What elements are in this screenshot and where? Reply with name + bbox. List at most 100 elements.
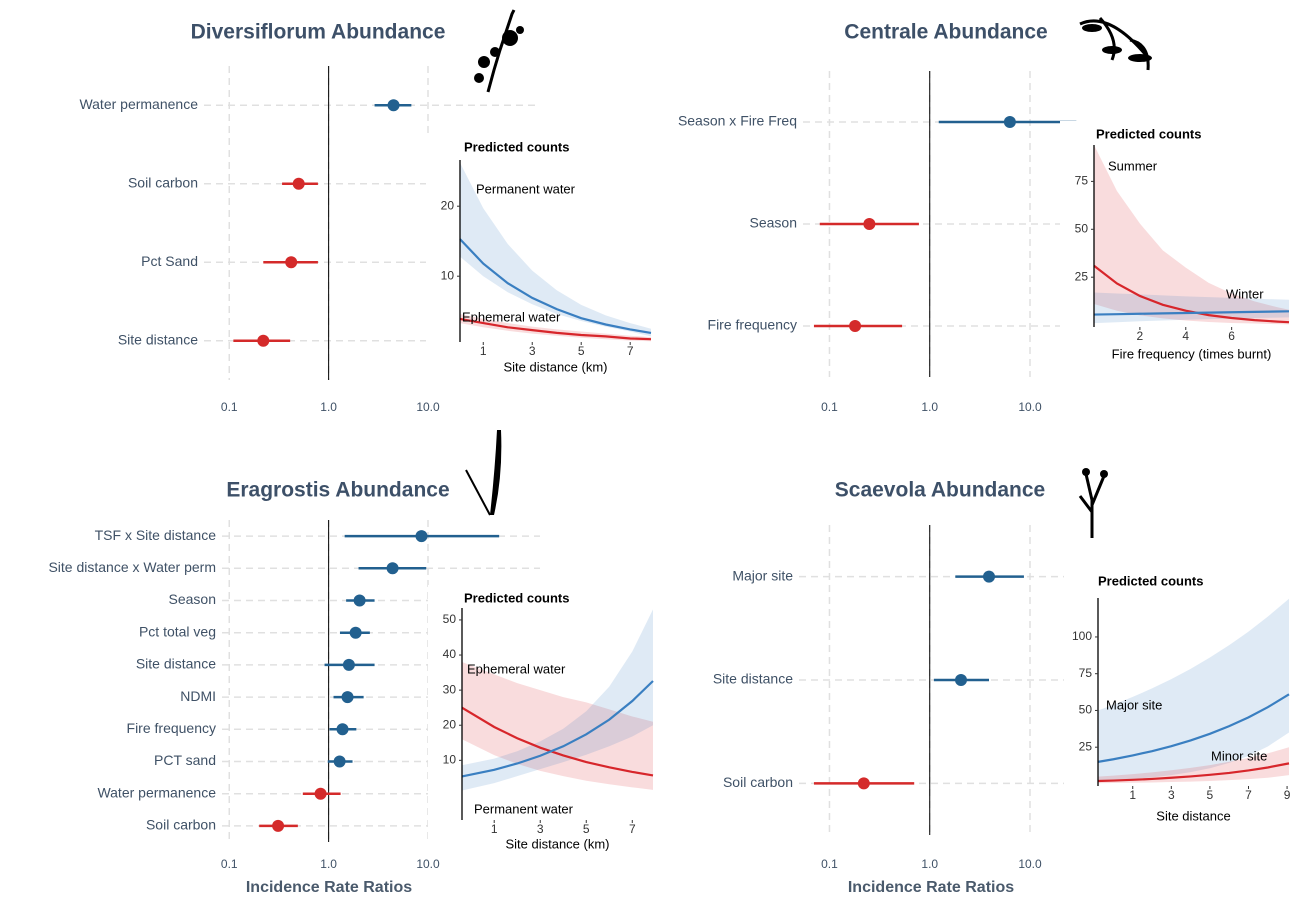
estimate-point	[858, 777, 870, 789]
y-tick-label: 75	[1075, 174, 1089, 188]
y-category-label: Fire frequency	[708, 317, 797, 333]
x-tick-label: 10.0	[1018, 857, 1042, 871]
estimate-point	[863, 218, 875, 230]
x-tick-label: 10.0	[1018, 400, 1042, 414]
y-category-label: Soil carbon	[146, 817, 216, 833]
estimate-point	[343, 659, 355, 671]
estimate-point	[387, 562, 399, 574]
x-tick-label: 0.1	[221, 400, 238, 414]
x-tick-label: 5	[578, 344, 585, 358]
estimate-point	[849, 320, 861, 332]
inset-x-label: Fire frequency (times burnt)	[1112, 346, 1272, 361]
x-tick-label: 7	[629, 822, 636, 836]
x-tick-label: 0.1	[821, 400, 838, 414]
estimate-point	[257, 335, 269, 347]
series-label: Winter	[1226, 286, 1264, 301]
y-category-label: Soil carbon	[128, 174, 198, 190]
series-label: Ephemeral water	[462, 309, 561, 324]
estimate-point	[337, 723, 349, 735]
estimate-point	[350, 627, 362, 639]
y-category-label: Soil carbon	[723, 774, 793, 790]
x-tick-label: 10.0	[416, 400, 440, 414]
estimate-point	[1004, 116, 1016, 128]
y-category-label: PCT sand	[154, 752, 216, 768]
y-tick-label: 40	[443, 647, 457, 661]
x-tick-label: 3	[537, 822, 544, 836]
series-label: Major site	[1106, 697, 1162, 712]
y-tick-label: 50	[1075, 221, 1089, 235]
series-label: Minor site	[1211, 748, 1267, 763]
x-tick-label: 4	[1182, 329, 1189, 343]
panel-title: Scaevola Abundance	[835, 479, 1045, 502]
y-category-label: Site distance	[118, 331, 198, 347]
x-tick-label: 0.1	[221, 857, 238, 871]
y-category-label: Season x Fire Freq	[678, 113, 797, 129]
panel-title: Centrale Abundance	[844, 21, 1047, 44]
x-tick-label: 1.0	[320, 400, 337, 414]
x-axis-label: Incidence Rate Ratios	[848, 879, 1014, 896]
y-category-label: Season	[750, 215, 797, 231]
y-tick-label: 100	[1072, 629, 1092, 643]
y-tick-label: 10	[441, 268, 455, 282]
series-label: Ephemeral water	[467, 661, 566, 676]
x-tick-label: 7	[627, 344, 634, 358]
y-category-label: Fire frequency	[127, 720, 216, 736]
y-category-label: Site distance	[713, 671, 793, 687]
estimate-point	[955, 674, 967, 686]
y-tick-label: 20	[441, 198, 455, 212]
y-category-label: NDMI	[180, 688, 216, 704]
y-category-label: TSF x Site distance	[95, 527, 217, 543]
page: {"chart_data": [ {"type": "forest", "tit…	[0, 0, 1298, 898]
y-tick-label: 50	[1079, 703, 1093, 717]
inset-x-label: Site distance (km)	[505, 836, 609, 851]
y-tick-label: 75	[1079, 666, 1093, 680]
inset-x-label: Site distance (km)	[503, 359, 607, 374]
y-category-label: Water permanence	[79, 96, 198, 112]
estimate-point	[415, 530, 427, 542]
x-tick-label: 5	[1207, 788, 1214, 802]
x-tick-label: 6	[1228, 329, 1235, 343]
x-tick-label: 3	[1168, 788, 1175, 802]
estimate-point	[388, 99, 400, 111]
y-tick-label: 25	[1079, 739, 1093, 753]
y-tick-label: 10	[443, 753, 457, 767]
x-tick-label: 2	[1137, 329, 1144, 343]
series-label: Permanent water	[476, 181, 576, 196]
y-category-label: Major site	[732, 567, 793, 583]
inset-title: Predicted counts	[464, 590, 569, 605]
x-tick-label: 3	[529, 344, 536, 358]
inset-x-label: Site distance	[1156, 808, 1230, 823]
estimate-point	[983, 571, 995, 583]
panel-title: Diversiflorum Abundance	[191, 21, 446, 44]
x-tick-label: 1	[1129, 788, 1136, 802]
y-category-label: Pct total veg	[139, 623, 216, 639]
estimate-point	[272, 820, 284, 832]
y-tick-label: 25	[1075, 269, 1089, 283]
series-label: Permanent water	[474, 801, 574, 816]
inset-title: Predicted counts	[464, 139, 569, 154]
inset-title: Predicted counts	[1098, 573, 1203, 588]
figure: Diversiflorum Abundance 0.1 1.0 10.0 Water p…	[0, 0, 1298, 898]
panel-title: Eragrostis Abundance	[226, 479, 449, 502]
x-axis-label: Incidence Rate Ratios	[246, 879, 412, 896]
x-tick-label: 1.0	[320, 857, 337, 871]
estimate-point	[334, 756, 346, 768]
y-tick-label: 20	[443, 717, 457, 731]
x-tick-label: 5	[583, 822, 590, 836]
x-tick-label: 7	[1245, 788, 1252, 802]
inset-title: Predicted counts	[1096, 126, 1201, 141]
x-tick-label: 1	[480, 344, 487, 358]
y-category-label: Site distance x Water perm	[48, 559, 216, 575]
y-tick-label: 50	[443, 612, 457, 626]
x-tick-label: 1.0	[921, 400, 938, 414]
x-tick-label: 10.0	[416, 857, 440, 871]
estimate-point	[315, 788, 327, 800]
y-tick-label: 30	[443, 682, 457, 696]
x-tick-label: 1.0	[921, 857, 938, 871]
x-tick-label: 0.1	[821, 857, 838, 871]
x-tick-label: 1	[491, 822, 498, 836]
estimate-point	[285, 256, 297, 268]
series-label: Summer	[1108, 158, 1158, 173]
estimate-point	[354, 595, 366, 607]
estimate-point	[293, 178, 305, 190]
